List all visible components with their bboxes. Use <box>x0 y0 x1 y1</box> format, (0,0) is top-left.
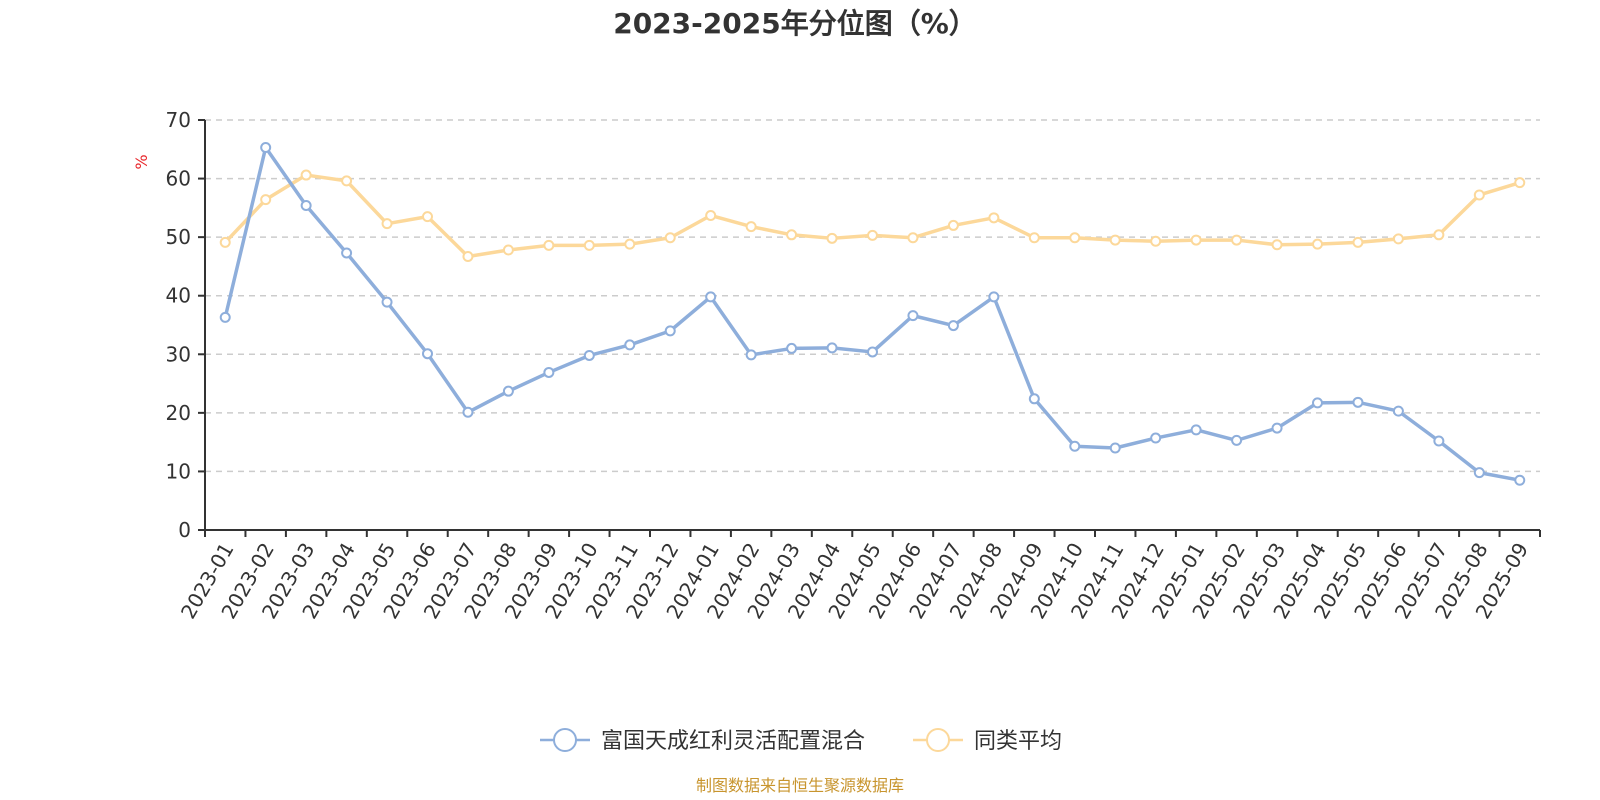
data-point[interactable] <box>1271 239 1283 251</box>
data-point[interactable] <box>1352 396 1364 408</box>
data-point[interactable] <box>381 218 393 230</box>
series-1 <box>219 169 1526 262</box>
grid <box>205 119 1540 473</box>
data-point[interactable] <box>1312 238 1323 250</box>
series-lines <box>219 142 1526 486</box>
data-point[interactable] <box>502 385 514 397</box>
data-point[interactable] <box>664 325 676 337</box>
data-point[interactable] <box>1069 440 1081 452</box>
data-point[interactable] <box>341 247 353 259</box>
data-point[interactable] <box>786 342 798 354</box>
data-point[interactable] <box>219 311 231 323</box>
data-point[interactable] <box>1109 234 1121 246</box>
data-point[interactable] <box>988 291 1000 303</box>
data-point[interactable] <box>1514 177 1526 189</box>
y-tick-label: 40 <box>166 284 191 308</box>
data-point[interactable] <box>219 236 231 248</box>
data-point[interactable] <box>1473 189 1485 201</box>
data-point[interactable] <box>1028 232 1040 244</box>
data-point[interactable] <box>947 320 959 332</box>
data-point[interactable] <box>1514 474 1526 486</box>
axes <box>204 120 1540 531</box>
data-point[interactable] <box>745 349 757 361</box>
data-point[interactable] <box>583 239 595 251</box>
y-tick-label: 0 <box>178 518 191 542</box>
y-tick-label: 50 <box>166 225 191 249</box>
data-point[interactable] <box>624 339 636 351</box>
y-axis-unit-label: % <box>132 154 151 169</box>
data-point[interactable] <box>1231 434 1243 446</box>
data-point[interactable] <box>1352 236 1364 248</box>
data-point[interactable] <box>1433 435 1445 447</box>
series-line <box>223 173 1521 259</box>
legend-item[interactable]: 同类平均 <box>913 728 1062 754</box>
data-point[interactable] <box>705 291 717 303</box>
data-point[interactable] <box>907 310 919 322</box>
data-point[interactable] <box>1271 422 1283 434</box>
data-point[interactable] <box>867 229 878 241</box>
data-point[interactable] <box>826 232 838 244</box>
y-tick-label: 30 <box>166 342 191 366</box>
data-point[interactable] <box>300 200 312 212</box>
data-point[interactable] <box>502 244 514 256</box>
data-point[interactable] <box>260 142 272 154</box>
data-point[interactable] <box>1231 234 1243 246</box>
data-point[interactable] <box>462 406 474 418</box>
data-point[interactable] <box>1028 393 1040 405</box>
y-tick-label: 20 <box>166 401 191 425</box>
data-point[interactable] <box>543 366 555 378</box>
data-point[interactable] <box>947 219 959 231</box>
data-point[interactable] <box>543 239 555 251</box>
data-point[interactable] <box>300 169 312 181</box>
data-point[interactable] <box>1433 229 1445 241</box>
x-axis-ticks: 2023-012023-022023-032023-042023-052023-… <box>176 530 1541 623</box>
data-point[interactable] <box>826 342 838 354</box>
series-line <box>223 145 1521 482</box>
chart-title: 2023-2025年分位图（%） <box>613 7 977 40</box>
data-point[interactable] <box>664 232 676 244</box>
data-point[interactable] <box>705 209 717 221</box>
data-point[interactable] <box>1312 397 1323 409</box>
y-tick-label: 10 <box>166 459 191 483</box>
data-point[interactable] <box>867 346 878 358</box>
data-point[interactable] <box>624 238 636 250</box>
data-point[interactable] <box>988 212 1000 224</box>
data-point[interactable] <box>1190 424 1202 436</box>
data-point[interactable] <box>381 296 393 308</box>
legend-swatch-marker <box>553 728 577 752</box>
data-point[interactable] <box>786 229 798 241</box>
data-point[interactable] <box>1473 467 1485 479</box>
y-axis-ticks: 0 10 20 30 40 50 60 70 <box>166 108 205 542</box>
data-point[interactable] <box>1190 234 1202 246</box>
data-point[interactable] <box>422 348 433 360</box>
data-point[interactable] <box>462 250 474 262</box>
data-point[interactable] <box>583 349 595 361</box>
series-0 <box>219 142 1526 486</box>
legend-swatch-marker <box>926 728 950 752</box>
data-point[interactable] <box>1392 233 1404 245</box>
data-point[interactable] <box>1150 235 1162 247</box>
source-note: 制图数据来自恒生聚源数据库 <box>696 776 904 795</box>
data-point[interactable] <box>907 232 919 244</box>
data-point[interactable] <box>260 194 272 206</box>
data-point[interactable] <box>1109 442 1121 454</box>
legend-label: 富国天成红利灵活配置混合 <box>601 729 865 754</box>
data-point[interactable] <box>341 175 353 187</box>
y-tick-label: 70 <box>166 108 191 132</box>
data-point[interactable] <box>1069 232 1081 244</box>
data-point[interactable] <box>1392 405 1404 417</box>
legend-label: 同类平均 <box>974 729 1062 754</box>
legend-item[interactable]: 富国天成红利灵活配置混合 <box>540 728 865 754</box>
y-tick-label: 60 <box>166 167 191 191</box>
data-point[interactable] <box>422 211 433 223</box>
legend[interactable]: 富国天成红利灵活配置混合 同类平均 <box>540 728 1062 754</box>
data-point[interactable] <box>745 221 757 233</box>
data-point[interactable] <box>1150 432 1162 444</box>
